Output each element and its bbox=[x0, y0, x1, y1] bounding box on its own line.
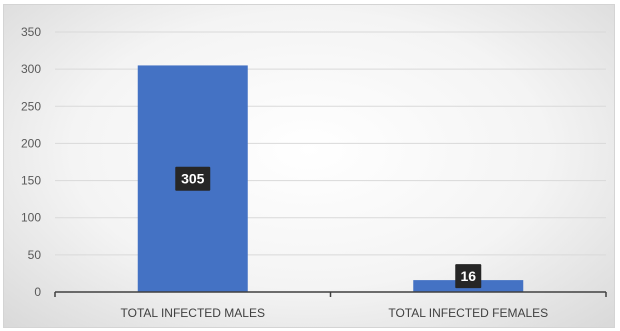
y-tick-label: 50 bbox=[28, 248, 42, 262]
y-tick-label: 0 bbox=[34, 285, 41, 299]
data-label-box bbox=[175, 166, 211, 191]
y-tick-label: 100 bbox=[21, 211, 41, 225]
y-tick-label: 200 bbox=[21, 136, 41, 150]
chart-frame bbox=[3, 4, 615, 328]
y-tick-label: 350 bbox=[21, 25, 41, 39]
data-label: 16 bbox=[460, 268, 476, 284]
data-label: 305 bbox=[181, 171, 205, 187]
x-category-label: TOTAL INFECTED MALES bbox=[121, 306, 265, 320]
x-category-label: TOTAL INFECTED FEMALES bbox=[388, 306, 548, 320]
y-tick-label: 300 bbox=[21, 62, 41, 76]
y-tick-label: 250 bbox=[21, 99, 41, 113]
y-tick-label: 150 bbox=[21, 174, 41, 188]
data-label-box bbox=[455, 264, 482, 289]
